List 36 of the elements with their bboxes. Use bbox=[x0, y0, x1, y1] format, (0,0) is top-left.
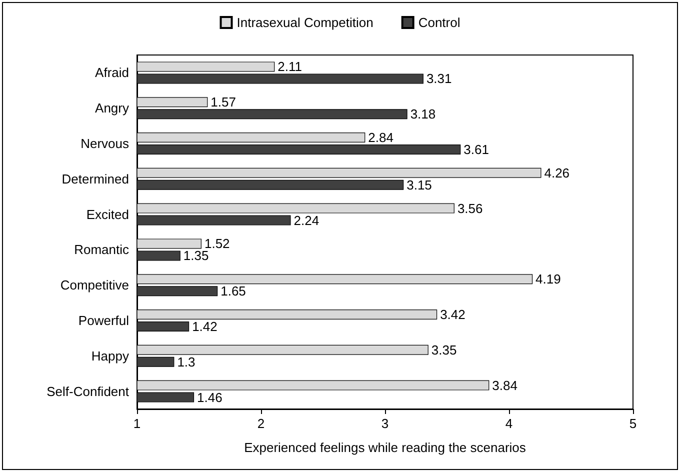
y-tick-label: Powerful bbox=[78, 313, 130, 328]
data-label: 1.3 bbox=[177, 354, 196, 370]
y-tick-label: Self-Confident bbox=[46, 384, 130, 399]
data-label: 4.26 bbox=[544, 165, 570, 180]
y-tick-label: Determined bbox=[62, 171, 129, 186]
data-label: 3.84 bbox=[492, 378, 518, 393]
x-tick-label: 2 bbox=[257, 416, 265, 431]
legend-label: Intrasexual Competition bbox=[236, 15, 374, 30]
legend-label: Control bbox=[418, 15, 460, 30]
x-tick-label: 4 bbox=[505, 416, 513, 431]
y-tick-label: Romantic bbox=[74, 242, 130, 258]
y-tick-label: Afraid bbox=[95, 65, 129, 80]
y-tick-label: Competitive bbox=[60, 278, 129, 293]
data-label: 2.84 bbox=[368, 130, 394, 145]
data-label: 1.65 bbox=[220, 284, 246, 299]
data-label: 3.31 bbox=[426, 71, 452, 86]
data-label: 4.19 bbox=[536, 272, 561, 287]
data-label: 1.46 bbox=[197, 390, 222, 405]
data-label: 2.24 bbox=[294, 212, 320, 228]
y-tick-label: Happy bbox=[91, 348, 130, 364]
y-tick-label: Angry bbox=[95, 100, 130, 116]
y-tick-label: Nervous bbox=[80, 136, 130, 151]
data-label: 3.42 bbox=[440, 307, 466, 322]
data-label: 3.15 bbox=[406, 177, 432, 192]
data-label: 3.56 bbox=[457, 200, 483, 216]
data-label: 1.57 bbox=[210, 94, 236, 110]
x-tick-label: 5 bbox=[629, 416, 637, 431]
data-label: 3.18 bbox=[410, 106, 436, 122]
data-label: 1.42 bbox=[192, 319, 218, 334]
y-tick-label: Excited bbox=[86, 206, 129, 222]
x-axis-title: Experienced feelings while reading the scenarios bbox=[244, 440, 526, 455]
data-label: 3.61 bbox=[464, 142, 489, 157]
x-tick-label: 1 bbox=[133, 416, 141, 431]
x-tick-label: 3 bbox=[381, 416, 389, 431]
data-label: 2.11 bbox=[278, 59, 302, 74]
data-label: 3.35 bbox=[431, 342, 457, 358]
